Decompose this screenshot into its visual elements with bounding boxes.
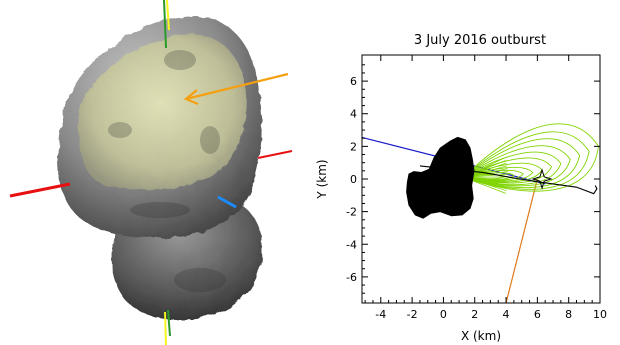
spin-axis-bottom-yellow xyxy=(164,311,167,345)
outburst-plot: 3 July 2016 outburst -4 -2 0 2 4 6 8 10 -6 -4 -2 0… xyxy=(315,33,607,343)
jet-lobe xyxy=(463,157,552,184)
plot-content xyxy=(362,123,599,303)
y-tick-label: -4 xyxy=(346,238,357,251)
x-axis-title: X (km) xyxy=(461,329,501,343)
y-axis-title: Y (km) xyxy=(315,159,329,199)
spin-axis-bottom-green xyxy=(167,309,171,337)
x-axis-ticks: -4 -2 0 2 4 6 8 10 xyxy=(364,55,607,321)
orange-arrow xyxy=(183,72,289,106)
y-axis-ticks: -6 -4 -2 0 2 4 6 xyxy=(346,64,600,294)
y-tick-label: 0 xyxy=(350,173,357,186)
plot-clipped-layer xyxy=(362,123,599,303)
nucleus-silhouette xyxy=(406,136,475,219)
x-tick-label: 2 xyxy=(471,308,478,321)
source-star xyxy=(531,168,553,190)
surface-shading xyxy=(108,50,226,292)
red-axis-marker-left xyxy=(9,182,71,198)
x-tick-label: -4 xyxy=(375,308,386,321)
jet-lobe xyxy=(463,145,571,187)
trajectory-line xyxy=(419,165,598,195)
jet-lobe xyxy=(463,131,590,190)
blue-axis-marker xyxy=(217,195,237,209)
y-tick-label: 2 xyxy=(350,140,357,153)
y-tick-label: -2 xyxy=(346,206,357,219)
plot-title: 3 July 2016 outburst xyxy=(414,33,546,48)
spin-axis-top-yellow xyxy=(166,0,170,31)
x-tick-label: -2 xyxy=(407,308,418,321)
y-tick-label: 4 xyxy=(350,108,357,121)
x-tick-label: 4 xyxy=(503,308,510,321)
outburst-source-region xyxy=(78,33,247,190)
x-tick-label: 8 xyxy=(565,308,572,321)
nucleus-model-view xyxy=(9,0,293,345)
y-tick-label: -6 xyxy=(346,271,357,284)
x-tick-label: 10 xyxy=(593,308,607,321)
jet-lobe xyxy=(463,138,581,189)
x-tick-label: 0 xyxy=(440,308,447,321)
spin-axis-top-green xyxy=(163,0,167,49)
y-tick-label: 6 xyxy=(350,75,357,88)
red-axis-marker-right xyxy=(257,150,293,159)
x-tick-label: 6 xyxy=(534,308,541,321)
observer-direction-line xyxy=(505,178,538,303)
